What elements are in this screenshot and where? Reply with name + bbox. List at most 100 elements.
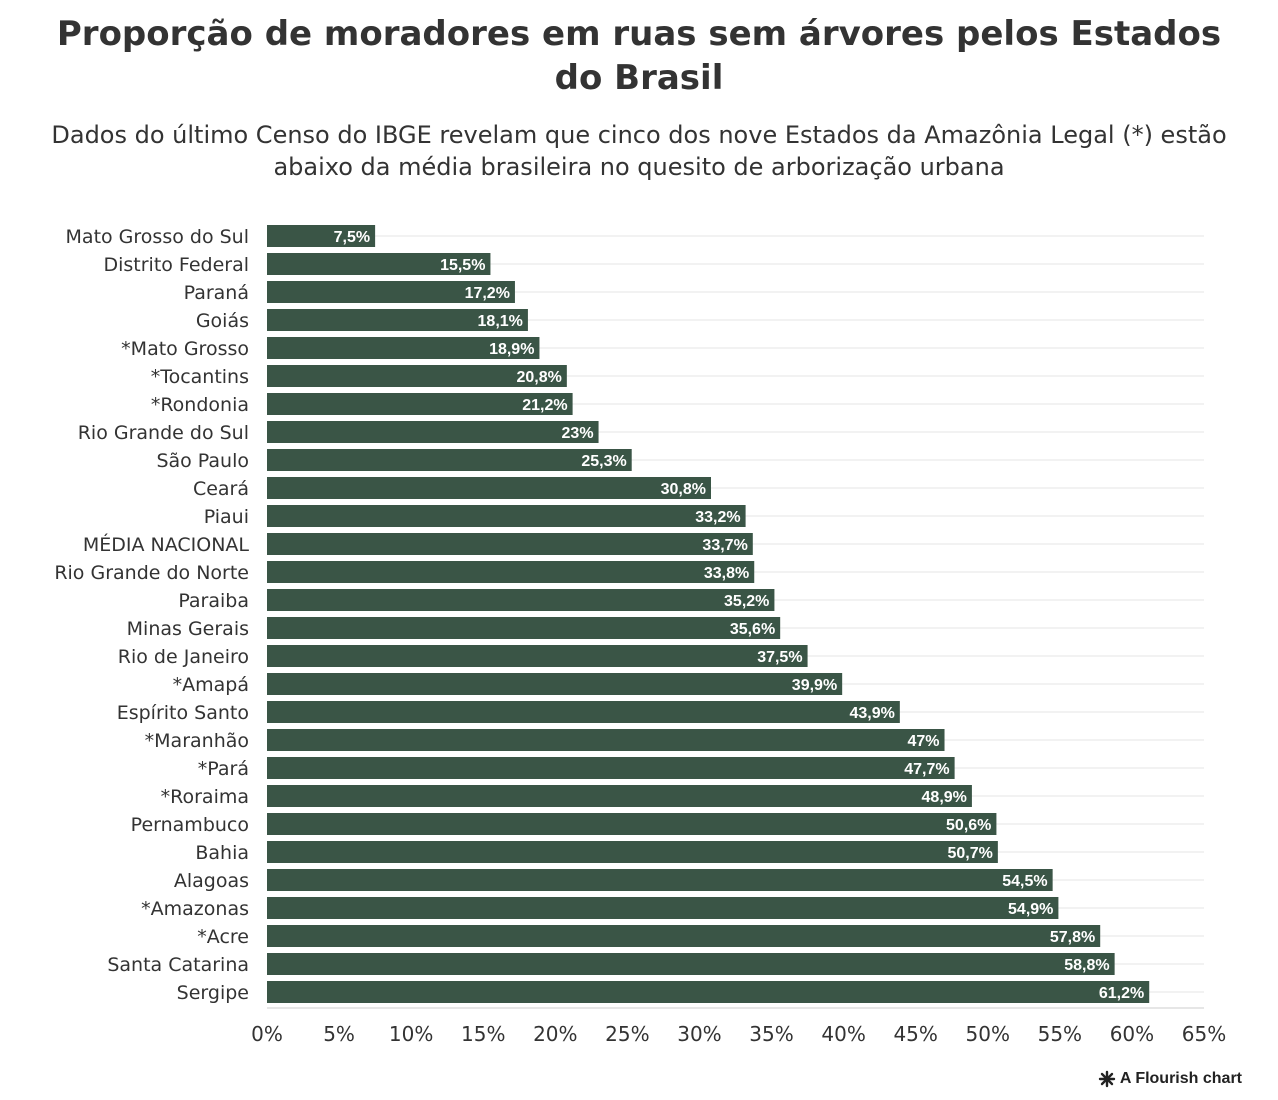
bar (267, 225, 376, 247)
bar (267, 337, 540, 359)
bar (267, 505, 746, 527)
data-label: 18,9% (489, 341, 534, 358)
category-label: *Acre (197, 926, 249, 948)
data-label: 47% (907, 733, 939, 750)
bar (267, 393, 573, 415)
category-label: Paraná (184, 282, 249, 304)
x-tick-label: 40% (821, 1022, 865, 1046)
x-tick-label: 45% (893, 1022, 937, 1046)
category-label: Distrito Federal (103, 254, 249, 276)
category-label: *Maranhão (145, 730, 249, 752)
flourish-credit[interactable]: A Flourish chart (1098, 1070, 1242, 1088)
data-label: 30,8% (661, 481, 706, 498)
data-label: 57,8% (1050, 929, 1095, 946)
data-label: 7,5% (334, 229, 370, 246)
data-label: 50,7% (947, 845, 992, 862)
category-label: Rio Grande do Sul (78, 422, 249, 444)
data-label: 23% (562, 425, 594, 442)
data-label: 50,6% (946, 817, 991, 834)
bar (267, 449, 632, 471)
bar (267, 421, 599, 443)
flourish-asterisk-icon (1098, 1070, 1116, 1088)
category-label: Minas Gerais (127, 618, 249, 640)
data-label: 33,8% (704, 565, 749, 582)
bar (267, 841, 998, 863)
category-label: Rio Grande do Norte (54, 562, 249, 584)
data-label: 48,9% (922, 789, 967, 806)
bar (267, 757, 955, 779)
category-label: Espírito Santo (117, 702, 249, 724)
bar (267, 729, 945, 751)
category-label: Santa Catarina (107, 954, 249, 976)
bar (267, 869, 1053, 891)
category-label: *Amazonas (141, 898, 249, 920)
category-label: Rio de Janeiro (118, 646, 249, 668)
chart-subtitle: Dados do último Censo do IBGE revelam qu… (51, 121, 1227, 181)
x-tick-label: 10% (389, 1022, 433, 1046)
category-label: Mato Grosso do Sul (66, 226, 249, 248)
data-label: 47,7% (904, 761, 949, 778)
data-label: 15,5% (440, 257, 485, 274)
x-tick-label: 25% (605, 1022, 649, 1046)
data-label: 35,2% (724, 593, 769, 610)
category-label: São Paulo (156, 450, 249, 472)
bar (267, 309, 528, 331)
category-label: Goiás (196, 310, 249, 332)
data-label: 17,2% (465, 285, 510, 302)
data-label: 61,2% (1099, 985, 1144, 1002)
bar (267, 253, 491, 275)
data-label: 21,2% (522, 397, 567, 414)
flourish-credit-label: A Flourish chart (1119, 1070, 1242, 1087)
data-label: 35,6% (730, 621, 775, 638)
bar (267, 533, 753, 555)
category-label: *Roraima (161, 786, 249, 808)
category-label: Alagoas (174, 870, 249, 892)
x-tick-label: 65% (1182, 1022, 1226, 1046)
category-label: Pernambuco (131, 814, 249, 836)
category-label: *Mato Grosso (121, 338, 249, 360)
bar (267, 701, 900, 723)
data-label: 33,7% (702, 537, 747, 554)
bar (267, 561, 755, 583)
bar (267, 589, 775, 611)
category-label: Ceará (193, 478, 249, 500)
category-label: *Amapá (173, 674, 249, 696)
bar (267, 953, 1115, 975)
data-label: 43,9% (849, 705, 894, 722)
data-label: 54,5% (1002, 873, 1047, 890)
category-label: *Tocantins (151, 366, 249, 388)
x-tick-label: 0% (251, 1022, 283, 1046)
data-label: 39,9% (792, 677, 837, 694)
chart-title: Proporção de moradores em ruas sem árvor… (56, 14, 1222, 98)
category-label: Piaui (204, 506, 249, 528)
category-label: MÉDIA NACIONAL (83, 533, 250, 556)
bar (267, 645, 808, 667)
x-tick-label: 5% (323, 1022, 355, 1046)
category-label: Sergipe (177, 982, 249, 1004)
bar (267, 897, 1059, 919)
data-label: 18,1% (478, 313, 523, 330)
x-tick-label: 60% (1110, 1022, 1154, 1046)
bar (267, 925, 1101, 947)
data-label: 25,3% (581, 453, 626, 470)
bar (267, 281, 515, 303)
bar (267, 365, 567, 387)
data-label: 58,8% (1064, 957, 1109, 974)
category-label: *Rondonia (151, 394, 249, 416)
bar (267, 673, 843, 695)
x-tick-label: 55% (1038, 1022, 1082, 1046)
bar (267, 785, 972, 807)
x-tick-label: 30% (677, 1022, 721, 1046)
data-label: 33,2% (695, 509, 740, 526)
bar-chart: Mato Grosso do Sul 7,5% Distrito Federal 15… (54, 225, 1226, 1046)
x-tick-label: 35% (749, 1022, 793, 1046)
x-tick-label: 15% (461, 1022, 505, 1046)
bar (267, 617, 781, 639)
x-tick-label: 20% (533, 1022, 577, 1046)
data-label: 20,8% (516, 369, 561, 386)
x-tick-label: 50% (966, 1022, 1010, 1046)
bar (267, 981, 1150, 1003)
bar (267, 813, 997, 835)
category-label: Bahia (195, 842, 249, 864)
data-label: 37,5% (757, 649, 802, 666)
